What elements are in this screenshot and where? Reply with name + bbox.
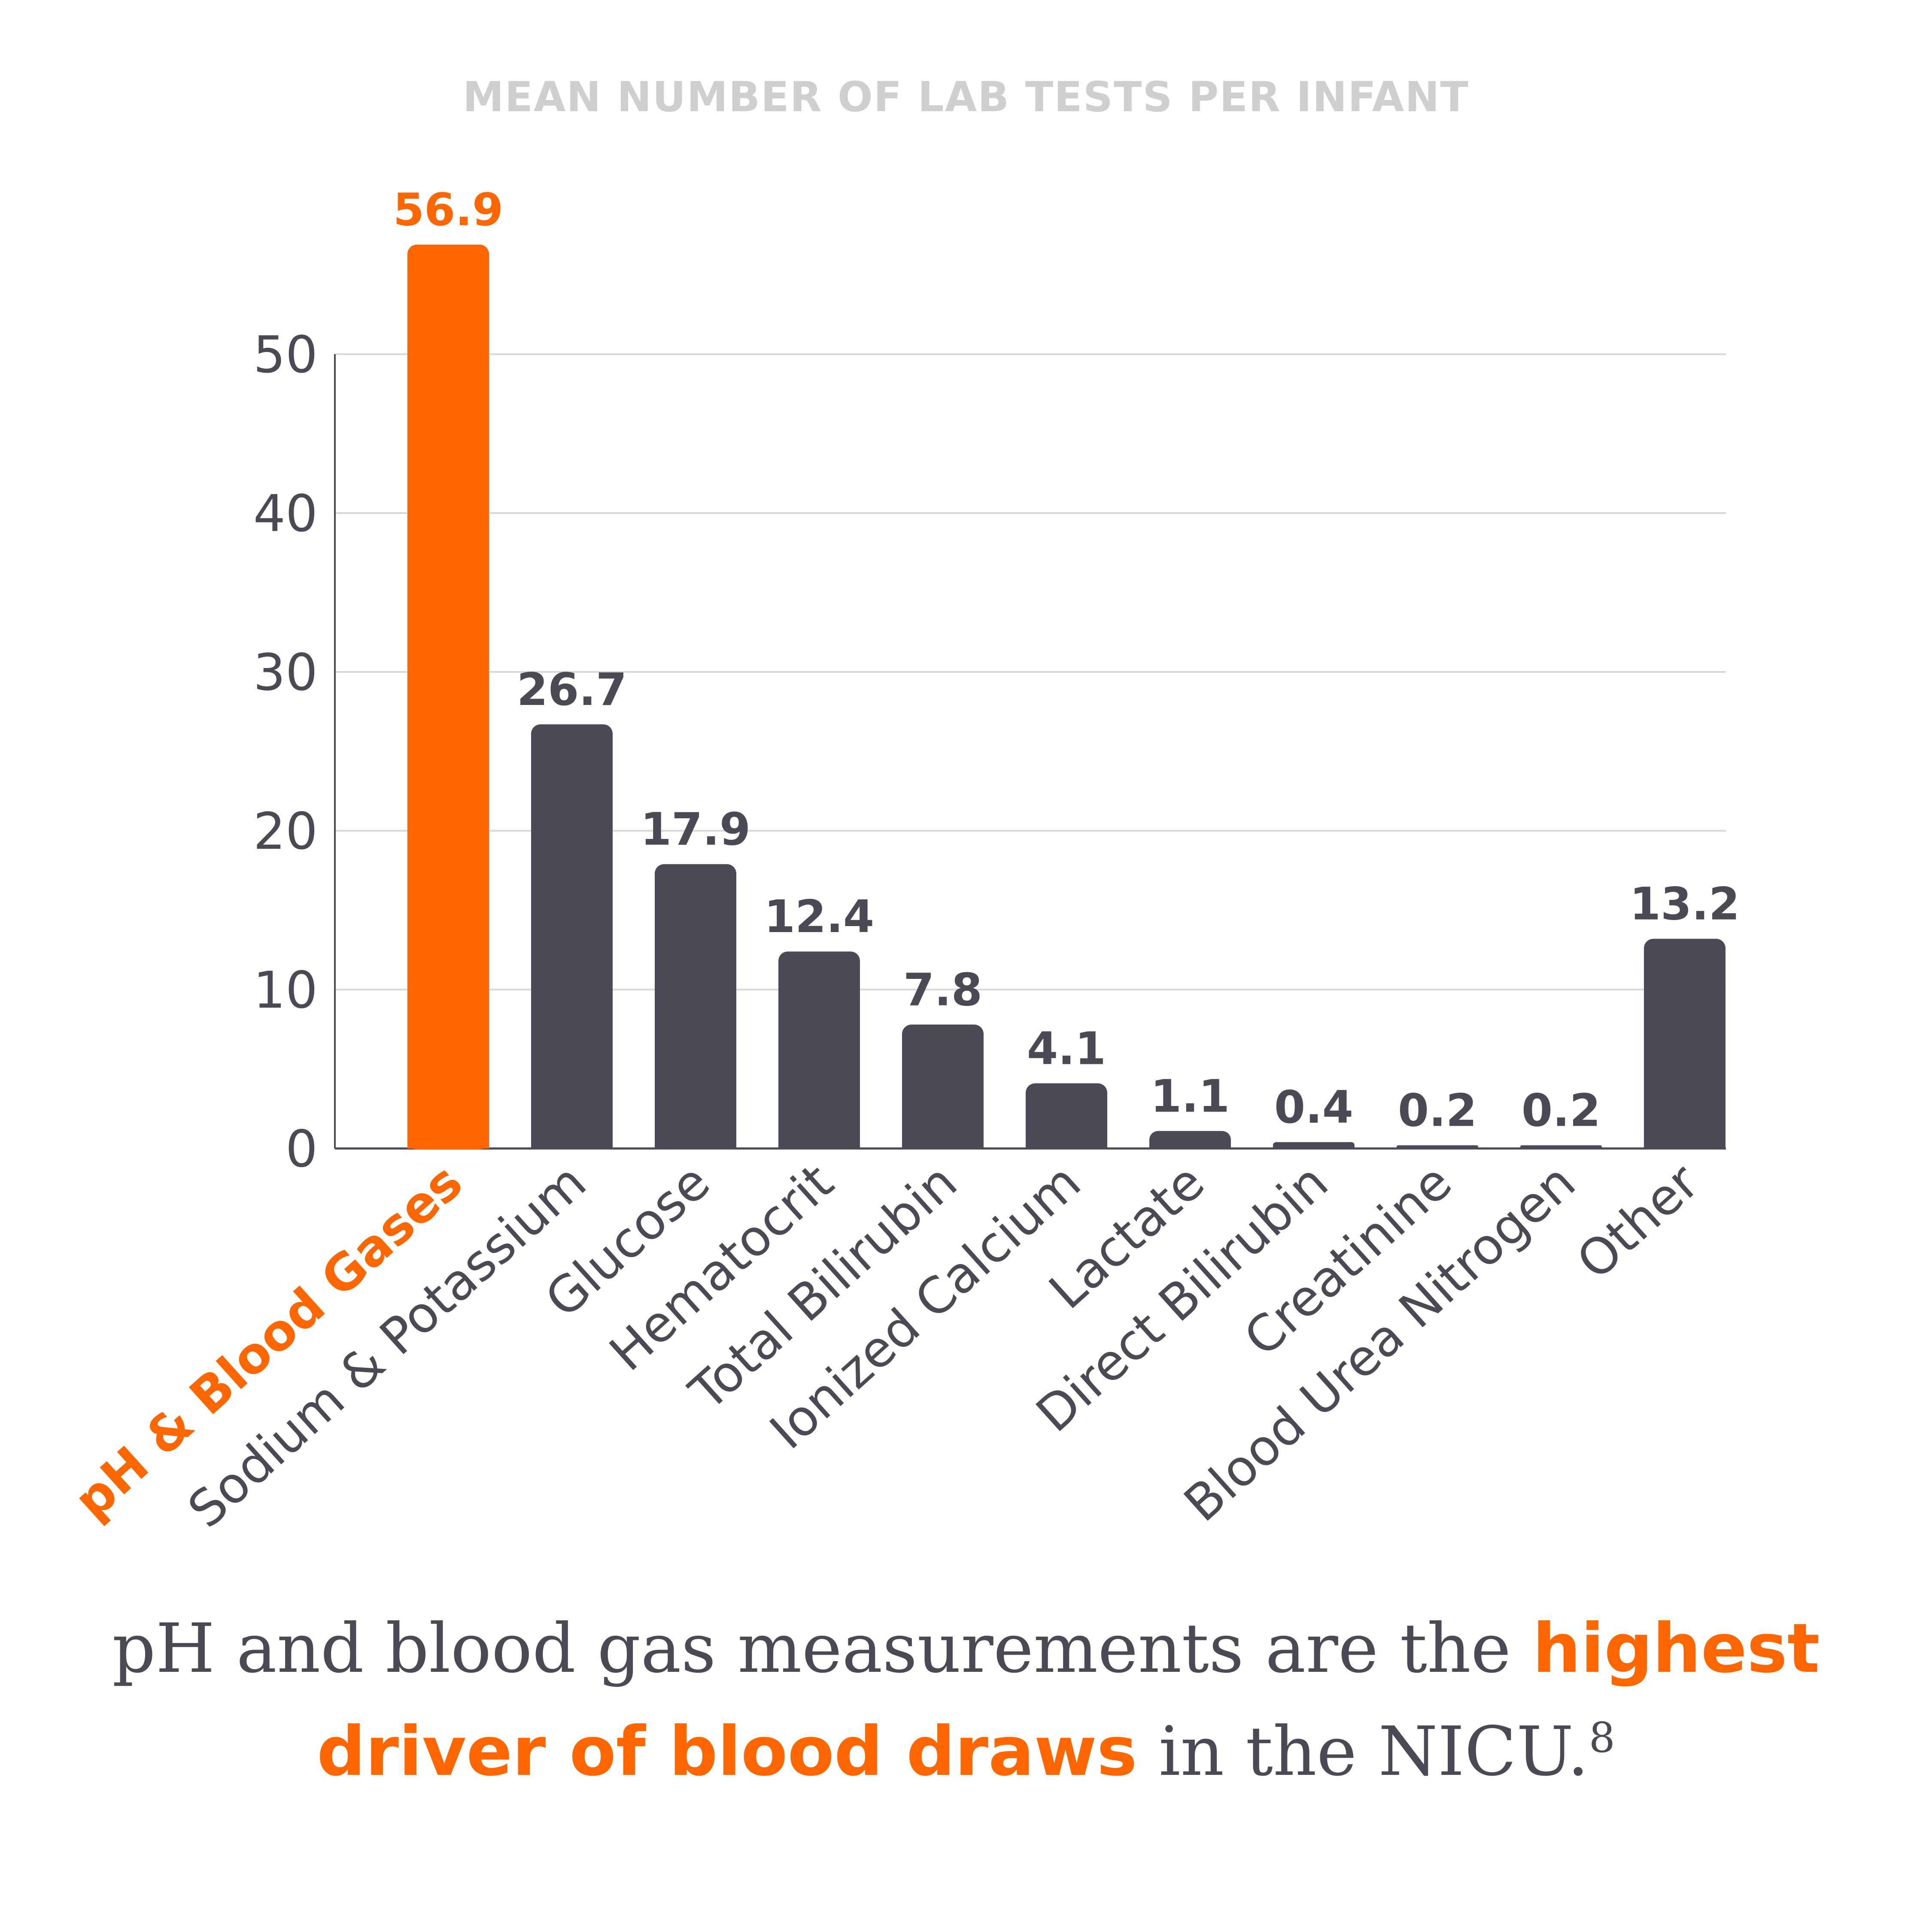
bar-base xyxy=(1397,1147,1478,1148)
bar xyxy=(902,1024,984,1149)
bar xyxy=(1644,939,1725,1149)
bar xyxy=(778,951,860,1149)
value-label: 7.8 xyxy=(903,963,982,1016)
caption-text-2: in the NICU. xyxy=(1137,1712,1589,1791)
value-label: 17.9 xyxy=(641,803,751,856)
value-label: 13.2 xyxy=(1630,878,1740,930)
bar-base xyxy=(1273,1145,1355,1148)
value-label: 0.4 xyxy=(1274,1081,1353,1133)
bar-base xyxy=(1026,1139,1107,1148)
bar-base xyxy=(407,1139,489,1148)
value-label: 26.7 xyxy=(517,663,627,716)
y-tick-label: 40 xyxy=(253,484,318,543)
value-label: 0.2 xyxy=(1398,1084,1477,1137)
bar xyxy=(655,864,736,1149)
y-tick-label: 0 xyxy=(286,1119,318,1179)
value-label: 12.4 xyxy=(764,890,875,943)
bar-base xyxy=(902,1139,984,1148)
caption-text-1: pH and blood gas measurements are the xyxy=(112,1609,1533,1688)
bar xyxy=(1026,1083,1107,1149)
bar xyxy=(407,244,489,1150)
bar-base xyxy=(1149,1139,1231,1148)
bars xyxy=(407,244,1725,1150)
bar-base xyxy=(1644,1139,1725,1148)
y-tick-label: 50 xyxy=(253,325,318,384)
caption-highlight: highest driver of blood draws xyxy=(317,1609,1820,1791)
y-tick-label: 10 xyxy=(253,960,318,1020)
caption: pH and blood gas measurements are the hi… xyxy=(86,1597,1846,1803)
category-label: Other xyxy=(1566,1153,1710,1291)
bar-base xyxy=(655,1139,736,1148)
bar-base xyxy=(1520,1147,1602,1148)
bar xyxy=(531,724,613,1149)
caption-footnote-ref: 8 xyxy=(1589,1713,1615,1762)
chart-title: MEAN NUMBER OF LAB TESTS PER INFANT xyxy=(462,73,1470,121)
y-tick-label: 30 xyxy=(253,643,318,702)
y-tick-label: 20 xyxy=(253,802,318,861)
value-label: 4.1 xyxy=(1027,1022,1106,1075)
bar-base xyxy=(531,1139,613,1148)
bar-base xyxy=(778,1139,860,1148)
value-label: 0.2 xyxy=(1522,1084,1601,1137)
value-label: 1.1 xyxy=(1151,1070,1230,1122)
value-label: 56.9 xyxy=(393,184,504,236)
